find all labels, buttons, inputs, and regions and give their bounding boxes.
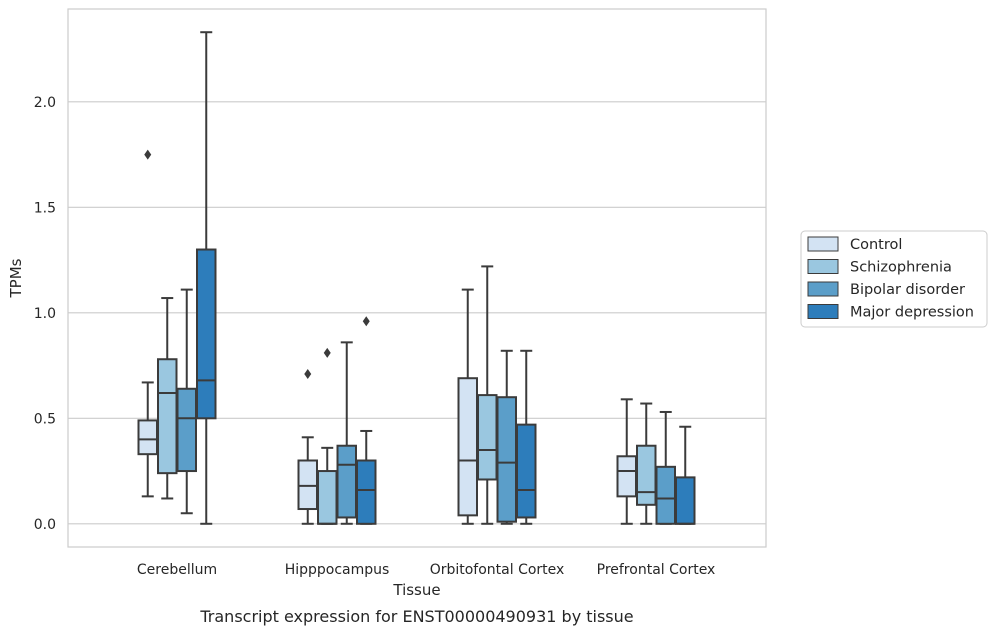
box-body [157,358,178,475]
plot-frame [67,8,767,548]
box-body [655,465,676,525]
y-tick-label: 2.0 [34,95,56,111]
box-group [516,349,537,525]
y-axis-title: TPMs [7,258,25,298]
box-body [477,394,498,481]
box-group [477,265,498,525]
y-tick-label: 0.0 [34,517,56,533]
x-tick-label: Hipppocampus [285,562,390,578]
box-group [297,368,318,525]
box-body [297,459,318,511]
x-tick-label: Prefrontal Cortex [597,562,716,578]
legend-label: Major depression [850,305,974,321]
outlier-point [323,347,331,358]
box-body [516,423,537,519]
box-body [636,444,657,506]
legend-item: Control [807,236,902,253]
box-group [176,288,197,515]
box-group [496,349,517,525]
box-body [496,396,517,523]
legend-swatch [807,281,839,297]
box-group [636,402,657,525]
legend: Control Schizophrenia Bipolar disorder Majo… [800,230,988,328]
legend-swatch [807,304,839,319]
legend-item: Major depression [807,304,974,321]
box-group [457,288,478,525]
box-group [616,398,637,525]
outlier-point [144,149,152,160]
box-body [176,387,197,473]
box-body [675,476,696,525]
box-body [196,248,217,420]
box-group [196,31,217,525]
legend-frame [800,230,988,328]
box-group [675,425,696,525]
box-group [336,341,357,525]
outlier-point [362,316,370,327]
y-tick-label: 1.0 [34,306,56,322]
box-group [317,347,338,525]
x-axis-title: Tissue [392,581,440,599]
box-group [655,410,676,525]
box-elements [137,31,696,525]
x-tick-label: Orbitofontal Cortex [430,562,565,578]
box-group [356,316,377,525]
y-tick-label: 0.5 [34,411,56,427]
legend-label: Control [850,237,902,253]
box-body [336,444,357,519]
x-axis-ticks: Cerebellum Hipppocampus Orbitofontal Corte… [137,562,715,578]
box-group [157,297,178,500]
outlier-point [304,368,312,379]
box-body [317,470,338,525]
chart-caption: Transcript expression for ENST0000049093… [199,607,633,626]
legend-swatch [807,236,839,252]
box-group [137,149,158,498]
box-body [616,455,637,498]
y-axis-ticks: 0.0 0.5 1.0 1.5 2.0 [34,95,56,533]
legend-item: Bipolar disorder [807,281,965,298]
box-body [356,459,377,525]
x-tick-label: Cerebellum [137,562,217,578]
legend-swatch [807,259,839,274]
legend-item: Schizophrenia [807,259,952,276]
legend-label: Bipolar disorder [850,282,965,298]
box-body [457,377,478,517]
legend-label: Schizophrenia [850,260,952,276]
box-body [137,419,158,456]
y-tick-label: 1.5 [34,200,56,216]
